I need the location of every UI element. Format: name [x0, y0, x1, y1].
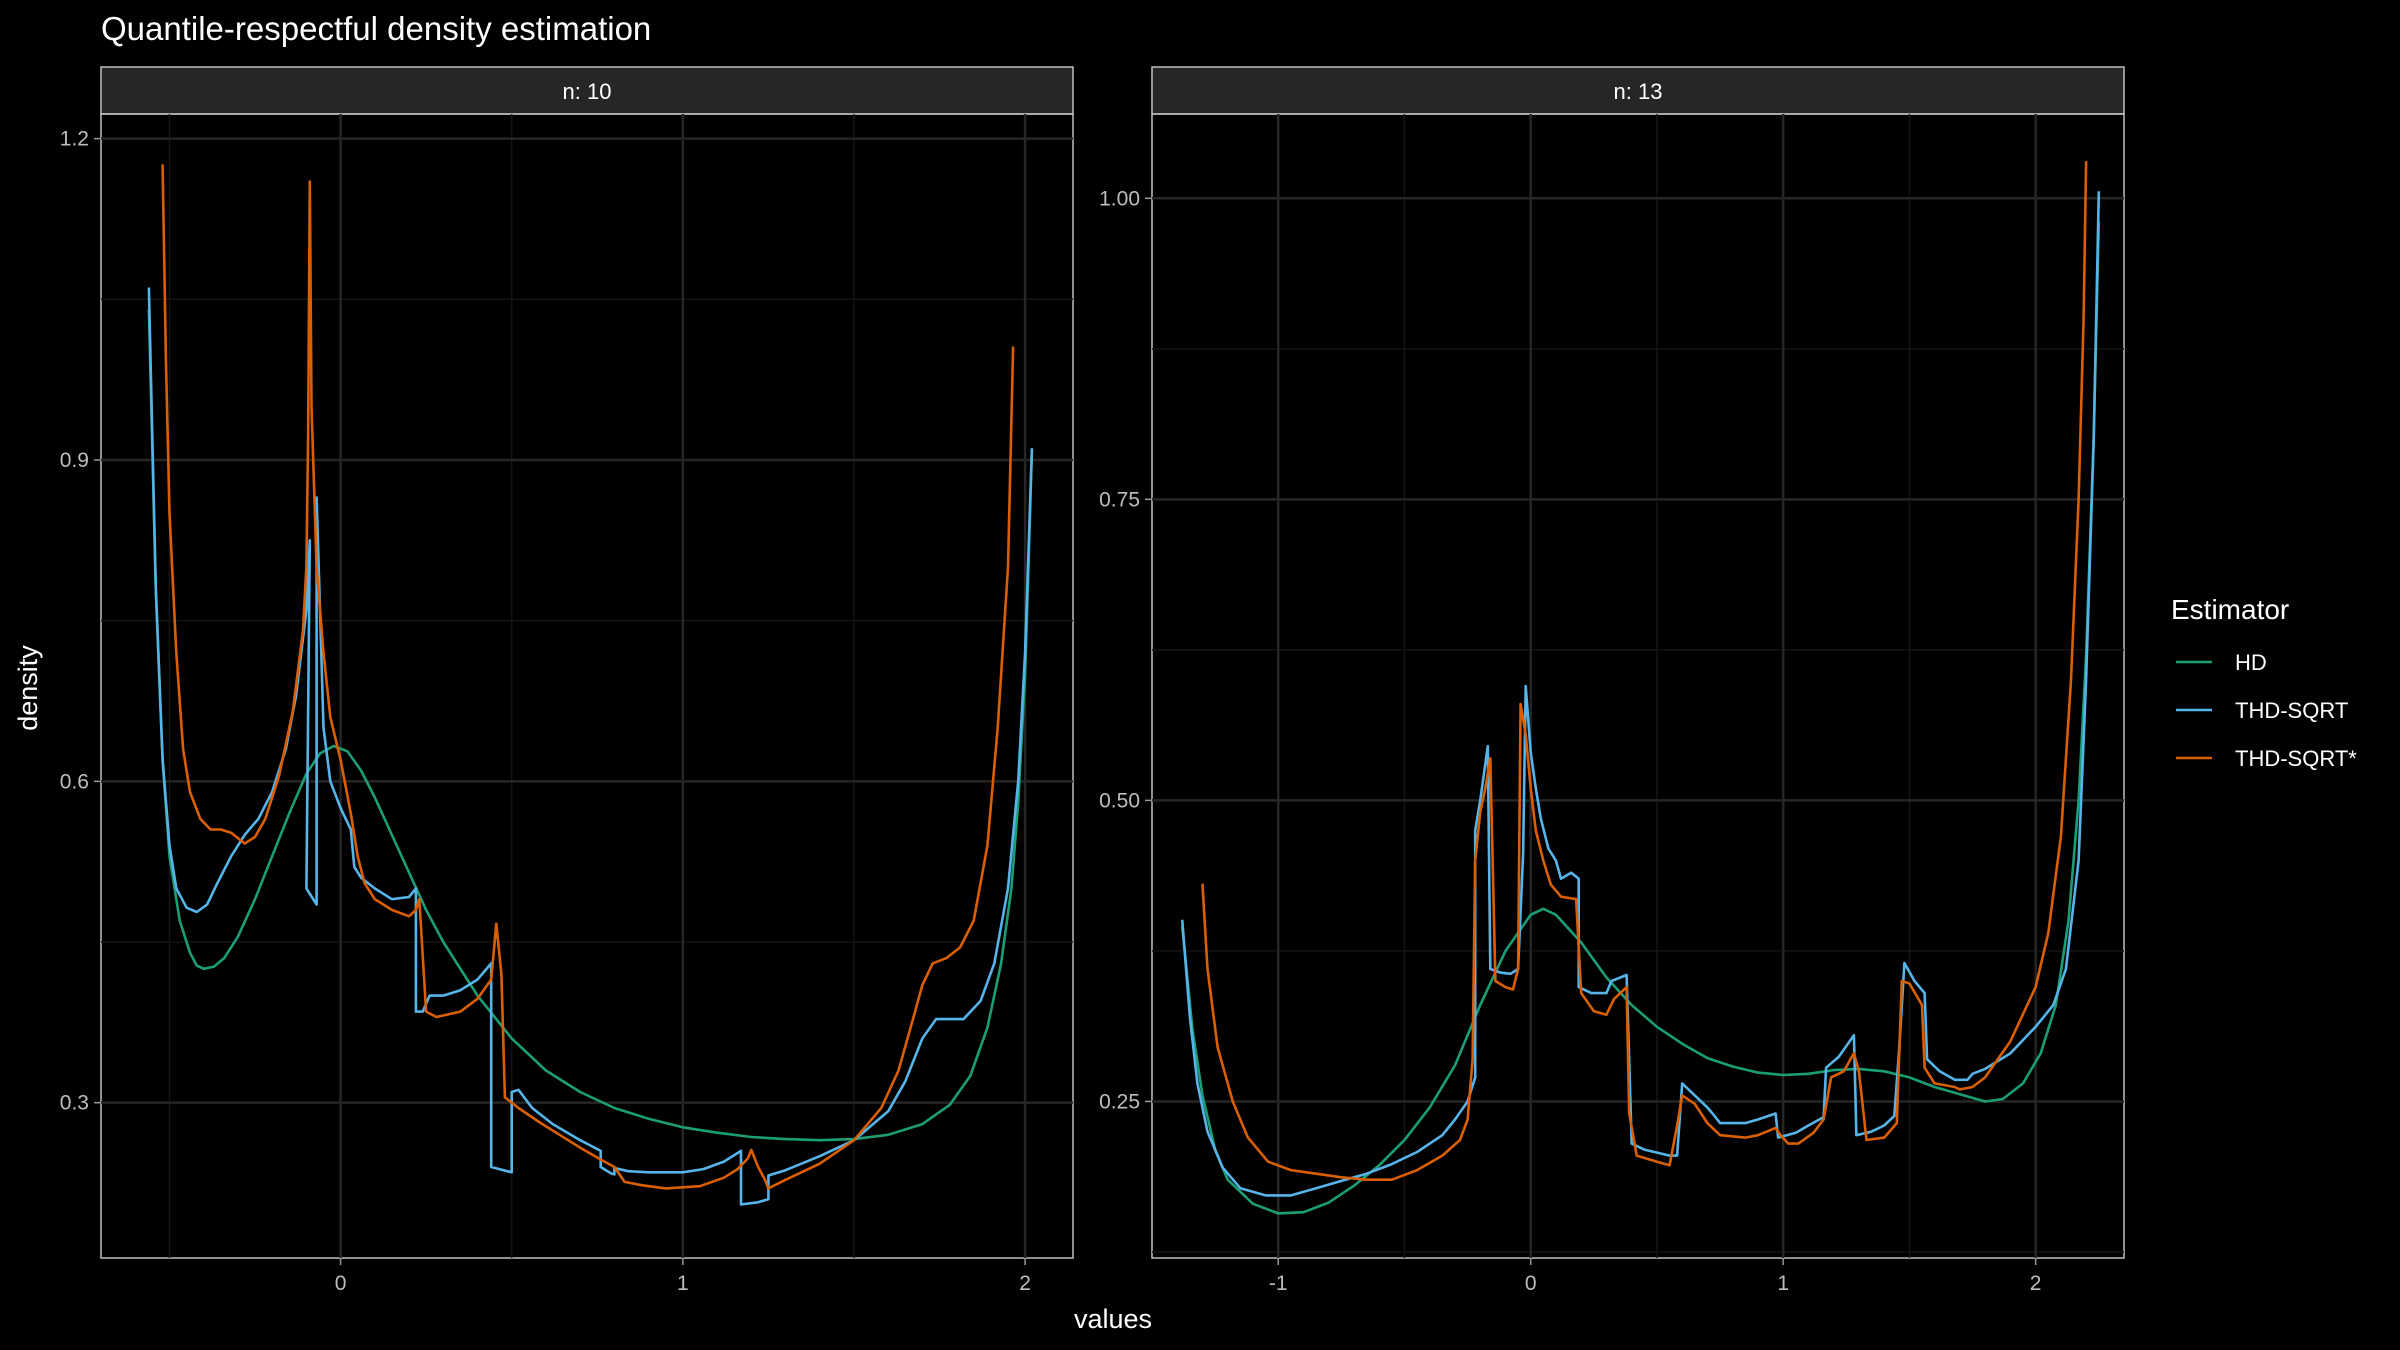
legend-title: Estimator [2171, 594, 2289, 625]
legend-item-thd-sqrt: THD-SQRT [2176, 698, 2348, 723]
x-tick-label: 0 [1525, 1272, 1537, 1295]
strip-background [100, 66, 1074, 115]
x-tick-label: 1 [677, 1272, 689, 1295]
chart-title: Quantile-respectful density estimation [101, 10, 651, 47]
series-line-thd-sqrt-star [1201, 160, 2088, 1181]
legend-label-thd-sqrt: THD-SQRT [2235, 698, 2348, 723]
x-axis-label: values [1074, 1304, 1152, 1334]
panel-grid [101, 114, 1073, 1258]
y-tick-label: 1.2 [60, 128, 89, 151]
strip-label: n: 13 [1614, 79, 1663, 104]
panel-border [100, 113, 1074, 1259]
panel-ticks: -1 0 1 2 0.25 0.50 0.75 1.00 [1099, 187, 2041, 1295]
series-line-thd-sqrt-star [161, 164, 1015, 1190]
y-tick-label: 0.9 [60, 449, 89, 472]
panel-grid [1152, 114, 2124, 1258]
legend-item-thd-sqrt-star: THD-SQRT* [2176, 746, 2357, 771]
legend: Estimator HD THD-SQRT THD-SQRT* [2171, 594, 2357, 771]
series-line-thd-sqrt [1181, 191, 2101, 1197]
x-tick-label: -1 [1269, 1272, 1288, 1295]
y-tick-label: 0.25 [1099, 1090, 1140, 1113]
y-tick-label: 1.00 [1099, 187, 1140, 210]
y-axis-label: density [13, 645, 43, 731]
x-tick-label: 2 [1019, 1272, 1031, 1295]
y-tick-label: 0.3 [60, 1092, 89, 1115]
strip-background [1151, 66, 2125, 115]
strip-label: n: 10 [563, 79, 612, 104]
panel-lines [147, 164, 1034, 1206]
panel-ticks: 0 1 2 0.3 0.6 0.9 1.2 [60, 128, 1031, 1295]
y-tick-label: 0.50 [1099, 789, 1140, 812]
y-tick-label: 0.6 [60, 770, 89, 793]
x-tick-label: 0 [335, 1272, 347, 1295]
series-line-hd [147, 308, 1034, 1142]
x-tick-label: 2 [2030, 1272, 2042, 1295]
x-tick-label: 1 [1777, 1272, 1789, 1295]
y-tick-label: 0.75 [1099, 488, 1140, 511]
series-line-hd [1181, 221, 2101, 1215]
legend-item-hd: HD [2176, 650, 2267, 675]
panel-border [1151, 113, 2125, 1259]
legend-label-thd-sqrt-star: THD-SQRT* [2235, 746, 2357, 771]
panel-lines [1181, 160, 2101, 1215]
facet-panel-n13: n: 13 -1 0 1 2 0.25 0.50 0.75 1.00 [1099, 66, 2125, 1295]
facet-panel-n10: n: 10 0 1 2 0.3 0.6 0.9 1.2 [60, 66, 1074, 1295]
legend-label-hd: HD [2235, 650, 2267, 675]
